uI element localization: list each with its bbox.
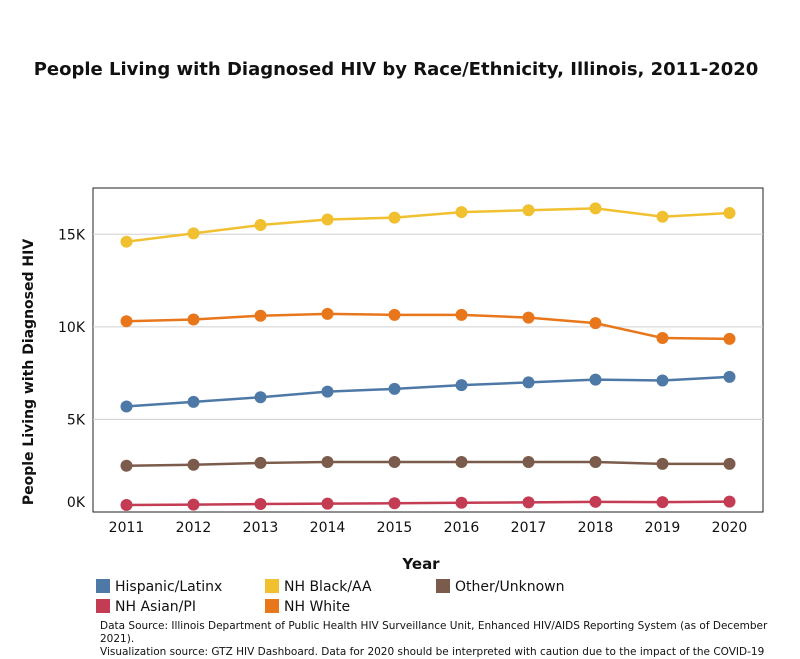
point <box>656 457 669 470</box>
point <box>388 211 401 224</box>
point <box>120 235 133 248</box>
point <box>522 311 535 324</box>
y-tick-label: 5K <box>67 412 86 428</box>
x-tick-label: 2011 <box>109 520 145 536</box>
series-line <box>126 375 730 408</box>
point <box>723 457 736 470</box>
legend-label: Hispanic/Latinx <box>115 579 222 595</box>
point <box>455 308 468 321</box>
point <box>321 213 334 226</box>
footnote: Data Source: Illinois Department of Publ… <box>100 620 790 659</box>
point <box>522 496 535 509</box>
point <box>120 400 133 413</box>
point <box>589 373 602 386</box>
point <box>187 227 200 240</box>
point <box>455 206 468 219</box>
point <box>187 395 200 408</box>
legend-label: NH Black/AA <box>284 579 372 595</box>
note-line: Visualization source: GTZ HIV Dashboard.… <box>100 646 765 658</box>
x-axis-label: Year <box>401 555 440 573</box>
legend-label: Other/Unknown <box>455 579 564 595</box>
series-line <box>126 500 730 507</box>
point <box>589 495 602 508</box>
x-tick-label: 2019 <box>645 520 681 536</box>
point <box>187 313 200 326</box>
chart-title: People Living with Diagnosed HIV by Race… <box>34 59 759 80</box>
point <box>254 391 267 404</box>
point <box>656 331 669 344</box>
x-tick-label: 2012 <box>176 520 212 536</box>
legend-swatch <box>265 599 279 613</box>
x-tick-label: 2016 <box>444 520 480 536</box>
legend-label: NH Asian/PI <box>115 599 196 615</box>
point <box>254 219 267 232</box>
x-tick-label: 2013 <box>243 520 279 536</box>
point <box>120 315 133 328</box>
point <box>254 456 267 469</box>
series-line <box>126 207 730 243</box>
point <box>656 496 669 509</box>
point <box>522 376 535 389</box>
point <box>120 459 133 472</box>
legend-swatch <box>265 579 279 593</box>
x-tick-label: 2014 <box>310 520 346 536</box>
legend-swatch <box>96 599 110 613</box>
point <box>187 458 200 471</box>
point <box>254 498 267 511</box>
point <box>321 385 334 398</box>
y-tick-label: 10K <box>58 320 86 336</box>
point <box>522 456 535 469</box>
point <box>656 374 669 387</box>
point <box>723 495 736 508</box>
point <box>321 456 334 469</box>
y-tick-label: 15K <box>58 227 86 243</box>
point <box>321 307 334 320</box>
point <box>388 497 401 510</box>
chart: People Living with Diagnosed HIV by Race… <box>21 59 764 615</box>
point <box>388 382 401 395</box>
point <box>388 456 401 469</box>
point <box>723 370 736 383</box>
series-line <box>126 460 730 467</box>
point <box>455 456 468 469</box>
point <box>589 202 602 215</box>
point <box>589 317 602 330</box>
y-tick-label: 0K <box>67 495 86 511</box>
point <box>388 308 401 321</box>
point <box>723 332 736 345</box>
point <box>455 496 468 509</box>
x-tick-label: 2018 <box>578 520 614 536</box>
series-line <box>126 312 730 341</box>
point <box>455 379 468 392</box>
x-tick-label: 2020 <box>712 520 748 536</box>
legend-swatch <box>436 579 450 593</box>
point <box>120 498 133 511</box>
point <box>254 309 267 322</box>
point <box>187 498 200 511</box>
point <box>656 210 669 223</box>
plot-frame <box>92 187 764 513</box>
y-axis-label: People Living with Diagnosed HIV <box>21 239 37 505</box>
legend-swatch <box>96 579 110 593</box>
x-tick-label: 2015 <box>377 520 413 536</box>
point <box>589 456 602 469</box>
point <box>321 497 334 510</box>
point <box>723 206 736 219</box>
note-line: Data Source: Illinois Department of Publ… <box>100 620 768 645</box>
x-tick-label: 2017 <box>511 520 547 536</box>
legend-label: NH White <box>284 599 350 615</box>
point <box>522 204 535 217</box>
